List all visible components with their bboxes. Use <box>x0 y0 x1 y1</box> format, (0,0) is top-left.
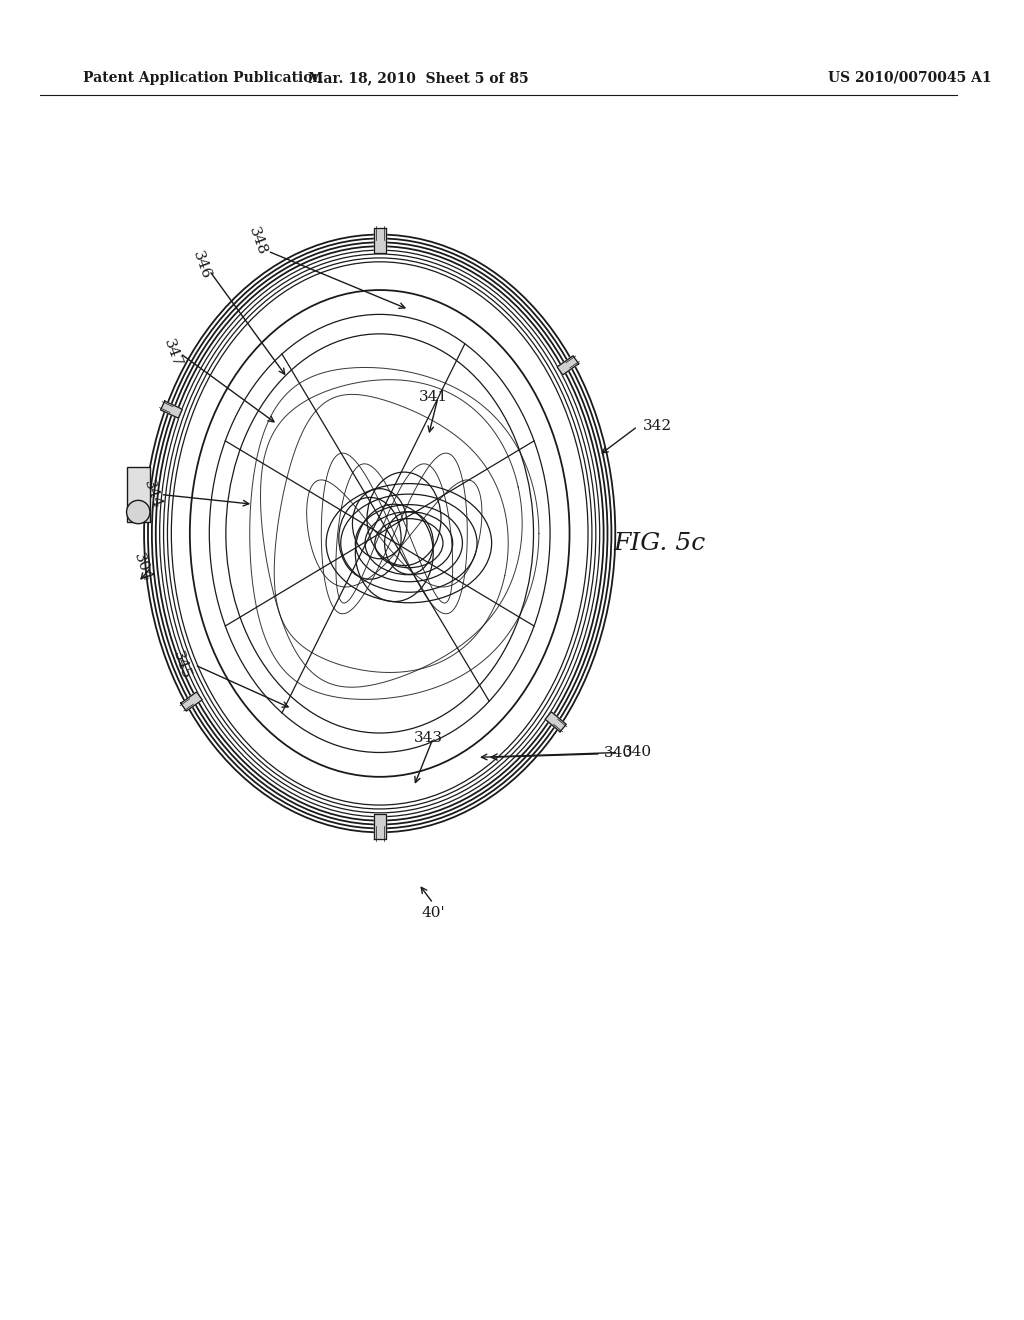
Text: 348: 348 <box>247 226 269 257</box>
Text: 342: 342 <box>642 420 672 433</box>
Text: 345: 345 <box>170 649 194 681</box>
Text: 346: 346 <box>189 249 213 281</box>
Text: 340: 340 <box>492 746 633 760</box>
Text: 341: 341 <box>419 391 447 404</box>
Text: US 2010/0070045 A1: US 2010/0070045 A1 <box>827 71 991 84</box>
Text: 343: 343 <box>414 731 443 744</box>
Text: Patent Application Publication: Patent Application Publication <box>83 71 323 84</box>
Polygon shape <box>374 814 385 838</box>
Text: 304: 304 <box>131 552 155 583</box>
Polygon shape <box>374 228 385 252</box>
Polygon shape <box>180 692 203 711</box>
Circle shape <box>127 500 150 524</box>
Text: 344: 344 <box>141 478 164 511</box>
Polygon shape <box>557 356 579 375</box>
Text: 340: 340 <box>623 746 652 759</box>
Polygon shape <box>161 401 182 418</box>
Text: 40': 40' <box>422 906 445 920</box>
FancyBboxPatch shape <box>127 467 150 523</box>
Text: 347: 347 <box>161 338 183 370</box>
Text: Mar. 18, 2010  Sheet 5 of 85: Mar. 18, 2010 Sheet 5 of 85 <box>308 71 529 84</box>
Polygon shape <box>545 711 566 731</box>
Text: FIG. 5c: FIG. 5c <box>613 532 706 554</box>
